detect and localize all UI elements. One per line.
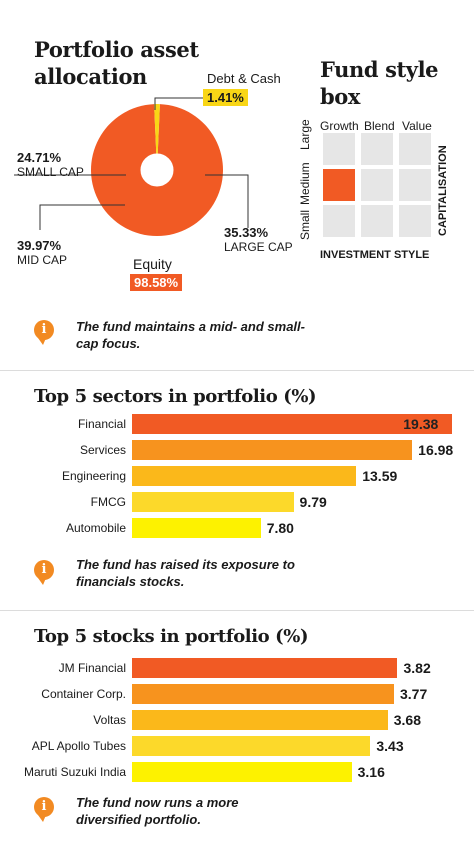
donut-slice-equity: [91, 104, 223, 237]
style-cell-small-blend: [361, 205, 393, 237]
bar-category-label: Voltas: [93, 713, 126, 727]
small-cap-label: SMALL CAP: [17, 165, 84, 179]
style-cell-large-blend: [361, 133, 393, 165]
allocation-title: Portfolio asset allocation: [34, 36, 199, 90]
bar: [132, 684, 394, 704]
bar: [132, 658, 398, 678]
bar: [132, 736, 371, 756]
mid-cap-annotation: 39.97% MID CAP: [17, 238, 67, 267]
small-cap-annotation: 24.71% SMALL CAP: [17, 150, 84, 179]
bar-category-label: Financial: [77, 417, 126, 431]
mid-cap-label: MID CAP: [17, 253, 68, 267]
style-cell-small-value: [399, 205, 431, 237]
bar: [132, 440, 413, 460]
debt-leader-line: [154, 97, 203, 110]
bar-value-label: 3.43: [376, 738, 404, 754]
allocation-title-line2: allocation: [34, 64, 147, 89]
bar-value-label: 16.98: [418, 442, 454, 458]
bar-category-label: Container Corp.: [41, 687, 126, 701]
stocks-title: Top 5 stocks in portfolio (%): [34, 626, 309, 647]
bar: [132, 710, 388, 730]
style-cell-medium-growth-selected: [323, 169, 355, 201]
investment-style-axis-label: INVESTMENT STYLE: [320, 249, 430, 261]
bar-category-label: Maruti Suzuki India: [23, 765, 126, 779]
capitalisation-axis-label: CAPITALISATION: [437, 145, 449, 236]
bar-value-label: 3.16: [357, 764, 385, 780]
section-divider: [0, 370, 474, 371]
col-label-value: Value: [402, 119, 432, 133]
large-cap-annotation: 35.33% LARGE CAP: [224, 225, 293, 254]
bar: [132, 762, 352, 782]
large-cap-leader-line: [205, 174, 249, 228]
bar-value-label: 13.59: [362, 468, 398, 484]
bar-category-label: Engineering: [61, 469, 126, 483]
large-cap-value: 35.33%: [224, 225, 269, 240]
bar-value-label: 19.38: [403, 416, 439, 432]
row-label-medium: Medium: [298, 162, 312, 205]
style-cell-medium-blend: [361, 169, 393, 201]
note-mid-small-cap: The fund maintains a mid- and small-cap …: [76, 319, 305, 351]
style-cell-medium-value: [399, 169, 431, 201]
bar-value-label: 9.79: [299, 494, 327, 510]
equity-value-badge: 98.58%: [130, 274, 183, 291]
bar: [132, 492, 294, 512]
style-cell-large-value: [399, 133, 431, 165]
bar-value-label: 3.68: [393, 712, 421, 728]
style-box-title-line2: box: [320, 84, 361, 109]
style-box-title: Fund style box: [320, 56, 439, 110]
bar-category-label: APL Apollo Tubes: [31, 739, 126, 753]
bar: [132, 466, 357, 486]
donut-slice-debt-cash: [154, 103, 160, 155]
mid-cap-value: 39.97%: [17, 238, 62, 253]
large-cap-label: LARGE CAP: [224, 240, 293, 254]
section-divider: [0, 610, 474, 611]
bar: [132, 518, 261, 538]
info-icon: i: [34, 560, 54, 585]
bar: [132, 414, 452, 434]
note-diversified-portfolio: The fund now runs a more diversified por…: [76, 795, 239, 827]
allocation-title-line1: Portfolio asset: [34, 37, 199, 62]
mid-cap-leader-line: [39, 204, 125, 230]
info-icon: i: [34, 320, 54, 345]
bar-category-label: FMCG: [90, 495, 126, 509]
bar-value-label: 3.82: [403, 660, 431, 676]
debt-value-badge: 1.41%: [203, 89, 248, 106]
bar-value-label: 7.80: [266, 520, 294, 536]
bar-category-label: Services: [79, 443, 126, 457]
bar-category-label: JM Financial: [58, 661, 126, 675]
debt-label: Debt & Cash: [207, 71, 281, 86]
note-financials-exposure: The fund has raised its exposure to fina…: [76, 557, 295, 589]
equity-label: Equity: [133, 256, 172, 272]
small-cap-value: 24.71%: [17, 150, 62, 165]
style-cell-small-growth: [323, 205, 355, 237]
sectors-title: Top 5 sectors in portfolio (%): [34, 386, 317, 407]
style-box-title-line1: Fund style: [320, 57, 439, 82]
allocation-donut: [14, 97, 249, 237]
bar-category-label: Automobile: [65, 521, 126, 535]
col-label-blend: Blend: [364, 119, 395, 133]
col-label-growth: Growth: [320, 119, 359, 133]
row-label-large: Large: [298, 119, 312, 150]
bar-value-label: 3.77: [400, 686, 428, 702]
style-cell-large-growth: [323, 133, 355, 165]
info-icon: i: [34, 797, 54, 822]
row-label-small: Small: [298, 209, 312, 240]
